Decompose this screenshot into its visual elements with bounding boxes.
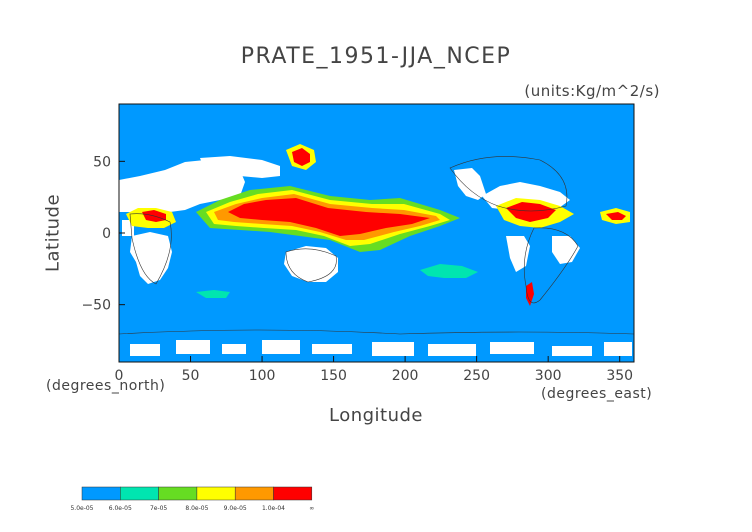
x-axis-label: Longitude: [328, 405, 424, 426]
axis-ticks: [118, 160, 621, 362]
level-green-south-indian: [196, 290, 230, 298]
legend-swatch: [81, 486, 121, 501]
coast-north-america: [449, 156, 568, 212]
legend-label: 6.0e-05: [109, 505, 132, 512]
legend-label: ∞: [309, 505, 314, 512]
legend-label: 1.0e-04: [262, 505, 285, 512]
color-legend: 5.0e-05 6.0e-05 7e-05 8.0e-05 9.0e-05 1.0e-04…: [70, 486, 314, 512]
axis-tick-labels: 0 50 100 150 200 250 300 350 −50 0 50: [81, 154, 633, 384]
x-tick-label: 300: [535, 368, 562, 384]
white-region-antarctic-5: [312, 344, 352, 354]
legend-label: 7e-05: [150, 505, 167, 512]
white-region-se-pacific: [506, 236, 530, 272]
white-region-south-america: [552, 236, 580, 264]
white-region-antarctic-8: [490, 342, 534, 354]
x-tick-label: 100: [249, 368, 276, 384]
level-red-atlantic: [606, 212, 626, 220]
x-tick-label: 150: [320, 368, 347, 384]
legend-swatch: [120, 486, 159, 501]
x-tick-label: 50: [182, 368, 200, 384]
x-tick-label: 0: [115, 368, 124, 384]
white-region-antarctic-3: [222, 344, 246, 354]
y-tick-label: −50: [81, 298, 111, 314]
legend-swatch: [196, 486, 236, 501]
y-axis-label: Latitude: [42, 193, 64, 273]
coast-south-america: [523, 227, 579, 304]
x-unit-label: (degrees_east): [541, 386, 653, 402]
white-region-ne-pacific: [454, 168, 486, 200]
legend-swatch: [273, 486, 313, 501]
white-region-antarctic-2: [176, 340, 210, 354]
white-region-australia: [284, 246, 338, 282]
white-region-antarctic-10: [604, 342, 632, 356]
white-region-sahara: [119, 160, 245, 212]
coast-australia: [285, 248, 337, 283]
legend-label: 8.0e-05: [185, 505, 208, 512]
y-tick-label: 0: [102, 226, 111, 242]
coast-antarctica: [118, 329, 635, 335]
white-region-central-asia: [200, 156, 280, 178]
white-region-antarctic-4: [262, 340, 300, 354]
legend-label: 5.0e-05: [70, 505, 93, 512]
y-tick-label: 50: [93, 154, 111, 170]
white-region-south-africa: [130, 232, 172, 284]
precip-levels: [126, 144, 630, 306]
x-tick-label: 200: [392, 368, 419, 384]
x-tick-label: 350: [606, 368, 633, 384]
y-unit-label: (degrees_north): [46, 378, 166, 394]
level-red-asia: [228, 198, 430, 236]
white-region-antarctic-1: [130, 344, 160, 356]
legend-swatch: [234, 486, 274, 501]
chart-title: PRATE_1951-JJA_NCEP: [240, 44, 512, 69]
x-tick-label: 250: [463, 368, 490, 384]
white-region-antarctic-9: [552, 346, 592, 356]
level-red-camerica: [506, 202, 556, 222]
units-label: (units:Kg/m^2/s): [524, 82, 660, 100]
white-region-antarctic-6: [372, 342, 414, 356]
level-green-spcz: [420, 264, 478, 278]
level-red-japan: [292, 148, 310, 166]
coast-africa: [129, 213, 172, 285]
level-red-chile: [526, 282, 534, 306]
legend-label: 9.0e-05: [224, 505, 247, 512]
white-region-antarctic-7: [428, 344, 476, 356]
coastlines: [118, 156, 635, 335]
legend-swatch: [158, 486, 198, 501]
